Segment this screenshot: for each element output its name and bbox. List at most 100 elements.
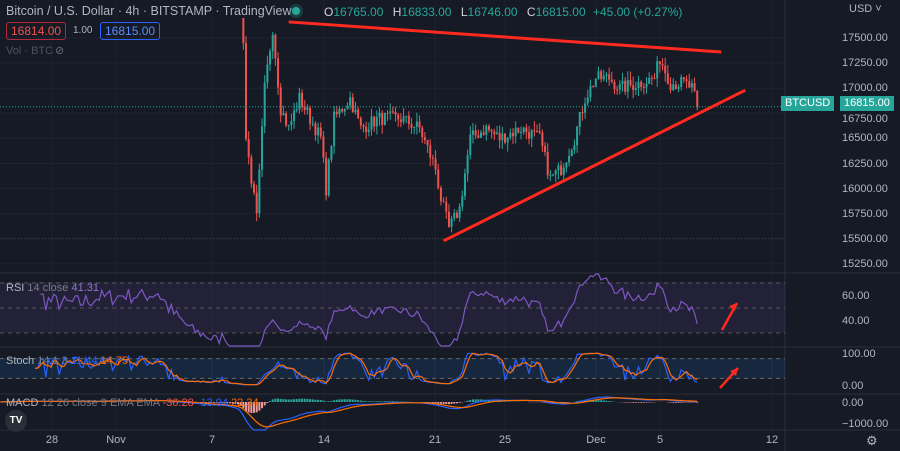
- candle: [399, 119, 402, 122]
- candle: [346, 105, 349, 109]
- candle: [658, 61, 661, 65]
- macd-histogram-bar: [357, 400, 360, 402]
- candle: [434, 158, 437, 170]
- candle: [293, 110, 296, 121]
- candle: [549, 174, 552, 176]
- candle: [522, 127, 525, 133]
- candle: [610, 79, 613, 82]
- time-axis-label: 12: [765, 434, 779, 446]
- rsi-legend: RSI 14 close 41.31: [6, 282, 99, 294]
- price-axis-label: 15750.00: [842, 207, 888, 220]
- candle: [274, 34, 277, 59]
- price-axis-label: 17000.00: [842, 82, 888, 95]
- candle: [322, 136, 325, 158]
- time-axis-label: 25: [498, 434, 512, 446]
- eye-off-icon[interactable]: ⊘: [55, 45, 65, 57]
- candle: [277, 58, 280, 88]
- candle: [477, 135, 480, 138]
- candle: [498, 132, 501, 141]
- settings-gear-icon[interactable]: ⚙: [866, 433, 878, 448]
- candle: [642, 86, 645, 88]
- buy-button[interactable]: 16815.00: [100, 22, 161, 40]
- macd-histogram-bar: [479, 399, 482, 402]
- candle: [426, 140, 429, 146]
- macd-axis-label: 0.00: [842, 397, 864, 409]
- candle: [250, 157, 253, 184]
- candle: [514, 127, 517, 137]
- macd-histogram-bar: [277, 398, 280, 402]
- macd-histogram-bar: [301, 398, 304, 402]
- macd-histogram-bar: [466, 400, 469, 402]
- candle: [375, 117, 378, 127]
- macd-histogram-bar: [204, 402, 207, 403]
- time-axis-label: 5: [656, 434, 664, 446]
- macd-histogram-bar: [327, 401, 330, 402]
- candle: [629, 80, 632, 86]
- candle: [696, 90, 699, 107]
- macd-histogram-bar: [383, 401, 386, 402]
- candle: [581, 112, 584, 114]
- market-status-icon: [292, 7, 300, 15]
- macd-histogram-bar: [437, 402, 440, 404]
- candle: [314, 123, 317, 136]
- candle: [669, 83, 672, 91]
- macd-histogram-bar: [474, 399, 477, 402]
- macd-histogram-bar: [258, 402, 261, 411]
- tradingview-logo[interactable]: TV: [5, 410, 27, 432]
- macd-histogram-bar: [442, 402, 445, 404]
- close-value: 16815.00: [535, 5, 586, 19]
- macd-histogram-bar: [378, 401, 381, 402]
- macd-histogram-bar: [696, 402, 699, 403]
- candle: [479, 132, 482, 138]
- macd-histogram-bar: [282, 399, 285, 402]
- macd-histogram-bar: [341, 399, 344, 402]
- candle: [386, 112, 389, 114]
- symbol-title: Bitcoin / U.S. Dollar · 4h · BITSTAMP · …: [6, 4, 292, 18]
- macd-histogram-bar: [637, 402, 640, 403]
- macd-histogram-bar: [234, 402, 237, 404]
- sell-button[interactable]: 16814.00: [6, 22, 67, 40]
- macd-histogram-bar: [594, 399, 597, 402]
- candle: [482, 132, 485, 135]
- candle: [263, 82, 266, 127]
- macd-histogram-bar: [319, 400, 322, 402]
- candle: [680, 77, 683, 87]
- macd-histogram-bar: [487, 399, 490, 402]
- macd-histogram-bar: [669, 402, 672, 403]
- macd-histogram-bar: [544, 402, 547, 403]
- macd-histogram-bar: [287, 399, 290, 402]
- high-value: 16833.00: [401, 5, 452, 19]
- candle: [394, 111, 397, 115]
- candle: [466, 155, 469, 174]
- price-axis-label: 15500.00: [842, 232, 888, 245]
- candle: [661, 64, 664, 66]
- macd-histogram-bar: [228, 402, 231, 404]
- macd-histogram-bar: [370, 401, 373, 402]
- candle: [461, 196, 464, 207]
- macd-histogram-bar: [434, 402, 437, 404]
- macd-histogram-bar: [311, 399, 314, 402]
- candle: [469, 134, 472, 156]
- candle: [653, 78, 656, 80]
- currency-selector[interactable]: USD ˅: [849, 3, 882, 15]
- trendline-resistance: [288, 20, 722, 54]
- time-axis-label: Nov: [106, 434, 126, 446]
- quantity[interactable]: 1.00: [73, 25, 93, 36]
- macd-histogram-bar: [640, 402, 643, 403]
- macd-histogram-bar: [455, 402, 458, 404]
- macd-histogram-bar: [207, 402, 210, 403]
- macd-histogram-bar: [274, 398, 277, 402]
- candle: [578, 112, 581, 127]
- macd-histogram-bar: [298, 398, 301, 402]
- candle: [493, 131, 496, 135]
- macd-histogram-bar: [394, 401, 397, 402]
- candle: [640, 81, 643, 87]
- candle: [327, 159, 330, 196]
- candle: [501, 133, 504, 141]
- candle: [354, 109, 357, 113]
- candle: [570, 150, 573, 156]
- candle: [632, 85, 635, 90]
- price-axis-label: 16500.00: [842, 132, 888, 145]
